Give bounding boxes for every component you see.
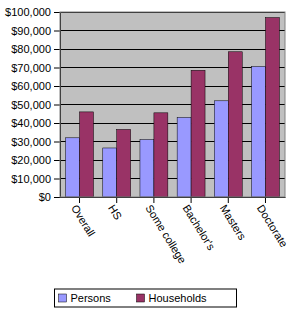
x-tick-label: Doctorate <box>255 203 290 250</box>
plot-frame <box>60 12 285 197</box>
y-tick: $40,000 <box>11 117 60 129</box>
x-tick: Bachelor's <box>181 197 218 253</box>
x-tick: Masters <box>218 197 249 242</box>
y-tick: $50,000 <box>11 99 60 111</box>
y-tick-mark <box>54 123 60 124</box>
y-tick-label: $40,000 <box>11 117 51 129</box>
bar <box>117 129 131 197</box>
y-tick: $20,000 <box>11 154 60 166</box>
y-tick-label: $50,000 <box>11 99 51 111</box>
legend-label: Households <box>149 292 208 304</box>
y-tick-mark <box>54 197 60 198</box>
y-tick-label: $80,000 <box>11 43 51 55</box>
bar <box>103 148 117 197</box>
y-tick-mark <box>54 160 60 161</box>
x-tick-label: Overall <box>69 203 98 239</box>
bar <box>252 67 266 197</box>
x-axis: Overall HS Some collegeBachelor'sMastersDo… <box>61 197 291 265</box>
legend-swatch <box>137 294 145 302</box>
grid-line <box>60 104 285 105</box>
x-tick-label: Masters <box>218 203 249 243</box>
series <box>80 18 280 197</box>
legend-label: Persons <box>71 292 112 304</box>
plot-background <box>60 12 285 197</box>
y-tick-mark <box>54 86 60 87</box>
bar <box>177 117 191 197</box>
y-tick-mark <box>54 142 60 143</box>
y-tick-mark <box>54 49 60 50</box>
bar <box>154 113 168 197</box>
x-tick-label: Some college <box>143 203 188 266</box>
y-tick-mark <box>54 105 60 106</box>
legend-box <box>55 289 237 307</box>
y-tick-label: $100,000 <box>5 6 51 18</box>
y-tick-mark <box>54 179 60 180</box>
x-tick: Doctorate <box>255 197 290 249</box>
grid-line <box>60 30 285 31</box>
x-tick-label: Bachelor's <box>181 203 218 253</box>
y-tick-label: $90,000 <box>11 25 51 37</box>
grid-line <box>60 67 285 68</box>
grid-line <box>60 49 285 50</box>
bar <box>80 112 94 197</box>
grid-line <box>60 160 285 161</box>
y-tick-label: $70,000 <box>11 62 51 74</box>
y-tick-label: $20,000 <box>11 154 51 166</box>
legend-swatch <box>59 294 67 302</box>
chart: $0 $10,000 $20,000 $30,000 $40,000 $50,000 $60… <box>0 0 295 311</box>
y-tick: $100,000 <box>5 6 60 18</box>
bar <box>140 140 154 197</box>
grid <box>60 12 285 197</box>
y-tick: $0 <box>39 191 60 203</box>
y-tick-label: $60,000 <box>11 80 51 92</box>
y-axis: $0 $10,000 $20,000 $30,000 $40,000 $50,000 $60… <box>5 6 60 203</box>
y-tick-mark <box>54 68 60 69</box>
y-tick-label: $30,000 <box>11 136 51 148</box>
plot: $0 $10,000 $20,000 $30,000 $40,000 $50,000 $60… <box>5 6 290 265</box>
grid-line <box>60 86 285 87</box>
grid-line <box>60 141 285 142</box>
bar <box>214 101 228 197</box>
y-tick: $80,000 <box>11 43 60 55</box>
y-tick: $90,000 <box>11 25 60 37</box>
bar <box>66 138 80 197</box>
grid-line <box>60 123 285 124</box>
y-tick: $10,000 <box>11 173 60 185</box>
y-tick-label: $10,000 <box>11 173 51 185</box>
y-tick-mark <box>54 12 60 13</box>
bar <box>265 18 279 197</box>
x-tick: HS <box>106 197 124 222</box>
bar <box>228 52 242 197</box>
y-tick: $30,000 <box>11 136 60 148</box>
y-tick-label: $0 <box>39 191 51 203</box>
bars <box>66 18 280 197</box>
x-tick: Overall <box>69 197 98 238</box>
grid-line <box>60 178 285 179</box>
y-tick: $60,000 <box>11 80 60 92</box>
bar <box>191 70 205 197</box>
x-tick-label: HS <box>106 203 124 222</box>
y-tick: $70,000 <box>11 62 60 74</box>
legend: Persons Households <box>55 289 237 307</box>
y-tick-mark <box>54 31 60 32</box>
